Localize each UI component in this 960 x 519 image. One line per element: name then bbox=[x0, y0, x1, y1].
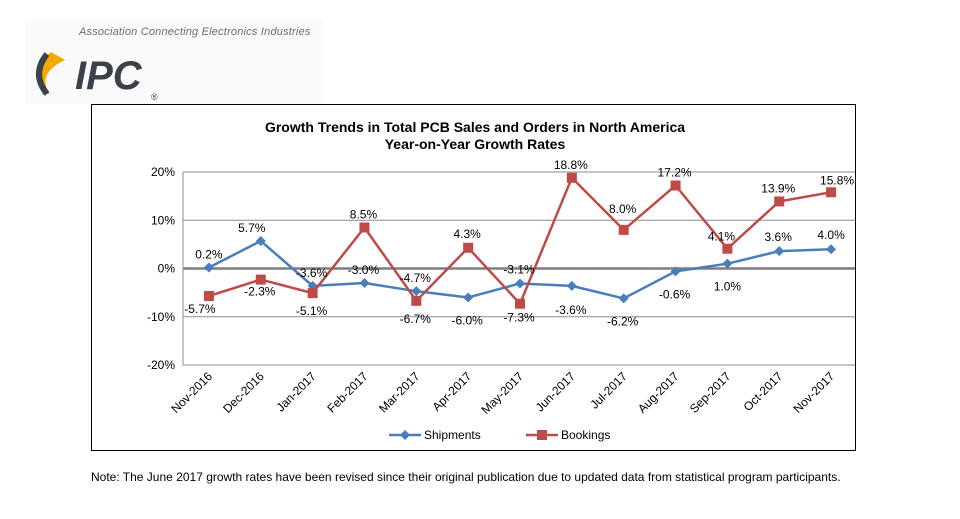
shipments-point bbox=[359, 277, 370, 288]
x-tick-label: Dec-2016 bbox=[220, 369, 267, 416]
bookings-point bbox=[774, 196, 785, 207]
x-tick-label: Jun-2017 bbox=[533, 369, 579, 415]
x-axis-ticks: Nov-2016 Dec-2016 Jan-2017 Feb-2017 Mar-2017… bbox=[168, 369, 837, 417]
shipments-data-label: -3.6% bbox=[555, 303, 587, 317]
x-tick-label: Sep-2017 bbox=[687, 369, 734, 416]
shipments-point bbox=[618, 293, 629, 304]
ipc-swoosh bbox=[39, 52, 65, 96]
grid-layer bbox=[182, 171, 855, 366]
bookings-point bbox=[463, 242, 474, 253]
shipments-point bbox=[203, 262, 214, 273]
y-tick-label: 0% bbox=[158, 262, 176, 276]
bookings-data-label: 15.8% bbox=[820, 173, 854, 187]
ipc-logo-text: IPC bbox=[75, 54, 143, 98]
y-tick-label: -20% bbox=[147, 358, 175, 372]
x-tick-label: Jan-2017 bbox=[273, 369, 319, 415]
bookings-point bbox=[359, 222, 370, 233]
x-tick-label: Feb-2017 bbox=[324, 369, 370, 415]
bookings-data-label: 17.2% bbox=[658, 166, 692, 180]
bookings-point bbox=[255, 274, 266, 285]
bookings-point bbox=[826, 187, 837, 198]
registered-mark: ® bbox=[151, 92, 158, 102]
legend-marker-shipments bbox=[400, 430, 410, 440]
legend: Shipments Bookings bbox=[389, 428, 610, 442]
shipments-data-label: -6.2% bbox=[607, 314, 639, 328]
ipc-logo: IPC ® bbox=[36, 52, 158, 102]
y-tick-label: -10% bbox=[147, 310, 175, 324]
bookings-data-label: -5.1% bbox=[296, 304, 328, 318]
bookings-data-label: -2.3% bbox=[244, 285, 276, 299]
shipments-point bbox=[670, 266, 681, 277]
bookings-point bbox=[670, 180, 681, 191]
bookings-data-label: -5.7% bbox=[184, 302, 216, 316]
x-tick-label: May-2017 bbox=[478, 369, 526, 417]
shipments-point bbox=[566, 280, 577, 291]
legend-marker-bookings bbox=[537, 430, 547, 440]
bookings-data-label: -7.3% bbox=[503, 311, 535, 325]
bookings-point bbox=[722, 243, 733, 254]
x-tick-label: Mar-2017 bbox=[376, 369, 422, 415]
series-bookings bbox=[203, 172, 837, 309]
ipc-arc bbox=[36, 52, 50, 96]
y-tick-label: 20% bbox=[151, 165, 175, 179]
shipments-data-label: -3.6% bbox=[296, 266, 328, 280]
ipc-logo-block: Association Connecting Electronics Indus… bbox=[25, 20, 323, 104]
data-label-layer: 0.2% 5.7% -3.6% -3.0% -4.7% -6.0% -3.1% -3.6% -6… bbox=[184, 158, 854, 329]
x-tick-label: Nov-2017 bbox=[791, 369, 838, 416]
shipments-data-label: -0.6% bbox=[659, 287, 691, 301]
bookings-data-label: -6.7% bbox=[400, 312, 432, 326]
shipments-data-label: 4.0% bbox=[817, 228, 845, 242]
shipments-point bbox=[774, 246, 785, 257]
x-tick-label: Jul-2017 bbox=[587, 369, 630, 412]
x-tick-label: Aug-2017 bbox=[635, 369, 682, 416]
shipments-data-label: 3.6% bbox=[765, 230, 793, 244]
shipments-data-label: -6.0% bbox=[451, 313, 483, 327]
shipments-point bbox=[411, 286, 422, 297]
bookings-point bbox=[618, 224, 629, 235]
bookings-point bbox=[203, 291, 214, 302]
bookings-data-label: 8.0% bbox=[609, 202, 637, 216]
x-tick-label: Nov-2016 bbox=[168, 369, 215, 416]
shipments-point bbox=[826, 244, 837, 255]
chart-frame: Growth Trends in Total PCB Sales and Ord… bbox=[91, 104, 856, 451]
shipments-data-label: 0.2% bbox=[195, 248, 223, 262]
x-tick-label: Apr-2017 bbox=[429, 369, 474, 414]
bookings-data-label: 4.1% bbox=[708, 230, 736, 244]
ipc-tagline: Association Connecting Electronics Indus… bbox=[79, 26, 311, 38]
legend-label-shipments: Shipments bbox=[424, 428, 481, 442]
shipments-point bbox=[722, 258, 733, 269]
shipments-point bbox=[463, 292, 474, 303]
bookings-point bbox=[515, 298, 525, 309]
bookings-data-label: 4.3% bbox=[453, 227, 481, 241]
bookings-data-label: 18.8% bbox=[554, 158, 588, 172]
bookings-point bbox=[566, 172, 577, 183]
shipments-data-label: 5.7% bbox=[238, 221, 266, 235]
chart-subtitle: Year-on-Year Growth Rates bbox=[385, 136, 566, 152]
growth-chart: Growth Trends in Total PCB Sales and Ord… bbox=[147, 119, 855, 442]
shipments-data-label: -3.0% bbox=[348, 263, 380, 277]
shipments-point bbox=[515, 278, 525, 289]
chart-title: Growth Trends in Total PCB Sales and Ord… bbox=[265, 119, 685, 135]
shipments-data-label: 1.0% bbox=[714, 280, 742, 294]
shipments-data-label: -3.1% bbox=[503, 262, 535, 276]
footnote: Note: The June 2017 growth rates have be… bbox=[91, 470, 841, 484]
bookings-point bbox=[307, 288, 318, 299]
y-axis-ticks: 20% 10% 0% -10% -20% bbox=[147, 165, 175, 372]
bookings-point bbox=[411, 295, 422, 306]
shipments-point bbox=[255, 235, 266, 246]
legend-label-bookings: Bookings bbox=[561, 428, 610, 442]
bookings-data-label: 13.9% bbox=[761, 181, 795, 195]
series-layer bbox=[203, 172, 837, 309]
y-tick-label: 10% bbox=[151, 213, 175, 227]
shipments-data-label: -4.7% bbox=[400, 271, 432, 285]
x-tick-label: Oct-2017 bbox=[741, 369, 786, 414]
bookings-data-label: 8.5% bbox=[350, 207, 378, 221]
